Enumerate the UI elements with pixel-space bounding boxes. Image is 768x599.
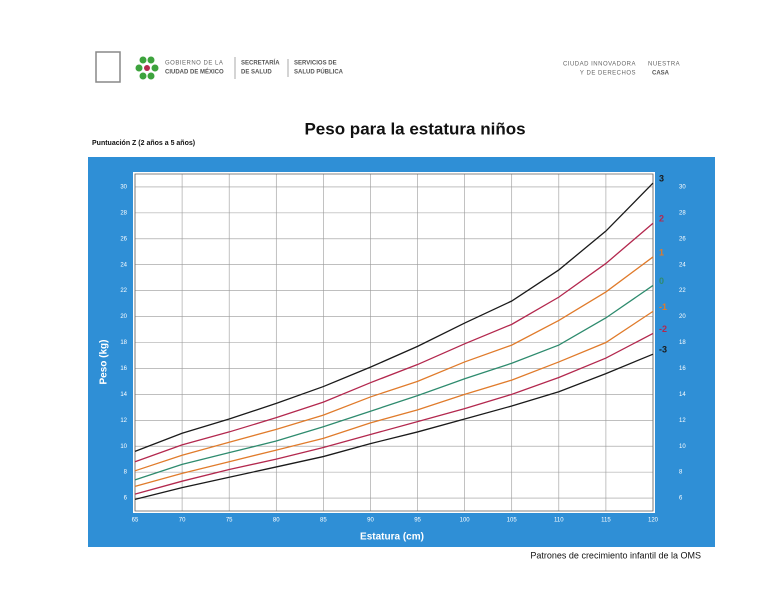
x-tick-label: 70	[179, 518, 186, 524]
y-tick-label: 12	[120, 418, 127, 424]
y-tick-label-right: 20	[679, 314, 686, 320]
x-tick-label: 65	[132, 518, 139, 524]
y-tick-label: 26	[120, 236, 127, 242]
x-tick-label: 115	[601, 518, 611, 524]
casa-line: CASA	[652, 71, 670, 77]
z-score-label: 3	[659, 173, 664, 183]
plot-border	[134, 173, 654, 512]
y-tick-label-right: 18	[679, 340, 686, 346]
y-tick-label: 6	[124, 496, 128, 502]
y-tick-label: 8	[124, 470, 128, 476]
x-tick-label: 95	[414, 518, 421, 524]
z-score-label: -3	[659, 345, 667, 355]
y-tick-label: 28	[120, 210, 127, 216]
y-tick-label: 24	[120, 262, 127, 268]
x-axis-label: Estatura (cm)	[360, 532, 424, 543]
x-tick-label: 110	[554, 518, 564, 524]
x-tick-label: 85	[320, 518, 327, 524]
y-tick-label: 20	[120, 314, 127, 320]
sec-line: DE SALUD	[241, 70, 272, 76]
z-score-label: -1	[659, 302, 667, 312]
y-axis-label: Peso (kg)	[99, 339, 110, 384]
y-tick-label-right: 12	[679, 418, 686, 424]
z-score-label: 0	[659, 276, 664, 286]
series-line	[134, 256, 654, 472]
y-tick-label: 30	[120, 185, 127, 191]
y-tick-label: 16	[120, 366, 127, 372]
series-line	[134, 332, 654, 495]
x-tick-label: 120	[648, 518, 659, 524]
gov-line: CIUDAD DE MÉXICO	[165, 68, 224, 76]
series-line	[134, 310, 654, 487]
z-score-label: -2	[659, 324, 667, 334]
y-tick-label: 22	[120, 288, 127, 294]
y-tick-label-right: 16	[679, 366, 686, 372]
y-tick-label: 10	[120, 444, 127, 450]
y-tick-label-right: 14	[679, 392, 686, 398]
y-tick-label-right: 8	[679, 470, 683, 476]
serv-line: SERVICIOS DE	[294, 61, 337, 67]
source-note: Patrones de crecimiento infantil de la O…	[530, 550, 701, 560]
x-tick-label: 100	[460, 518, 471, 524]
y-tick-label-right: 28	[679, 210, 686, 216]
y-tick-label-right: 10	[679, 444, 686, 450]
y-tick-label-right: 6	[679, 496, 683, 502]
sec-line: SECRETARÍA	[241, 59, 280, 67]
y-tick-label: 18	[120, 340, 127, 346]
slogan-line: Y DE DERECHOS	[580, 71, 636, 77]
x-tick-label: 105	[507, 518, 518, 524]
series-line	[134, 182, 654, 452]
y-tick-label-right: 26	[679, 236, 686, 242]
series-line	[134, 284, 654, 481]
serv-line: SALUD PÚBLICA	[294, 69, 344, 76]
header: GOBIERNO DE LA CIUDAD DE MÉXICO SECRETAR…	[95, 51, 680, 83]
crest-logo	[95, 51, 121, 83]
cdmx-logo	[135, 56, 159, 80]
series-line	[134, 222, 654, 463]
gov-line: GOBIERNO DE LA	[165, 61, 223, 67]
chart-title: Peso para la estatura niños	[304, 119, 525, 138]
slogan-line: CIUDAD INNOVADORA	[563, 62, 636, 68]
x-tick-label: 75	[226, 518, 233, 524]
x-tick-label: 80	[273, 518, 280, 524]
series-line	[134, 353, 654, 500]
chart-subtitle: Puntuación Z (2 años a 5 años)	[92, 140, 195, 147]
y-tick-label-right: 24	[679, 262, 686, 268]
x-tick-label: 90	[367, 518, 374, 524]
y-tick-label-right: 30	[679, 185, 686, 191]
y-tick-label: 14	[120, 392, 127, 398]
z-score-label: 2	[659, 214, 664, 224]
z-score-label: 1	[659, 247, 664, 257]
y-tick-label-right: 22	[679, 288, 686, 294]
casa-line: NUESTRA	[648, 62, 680, 68]
